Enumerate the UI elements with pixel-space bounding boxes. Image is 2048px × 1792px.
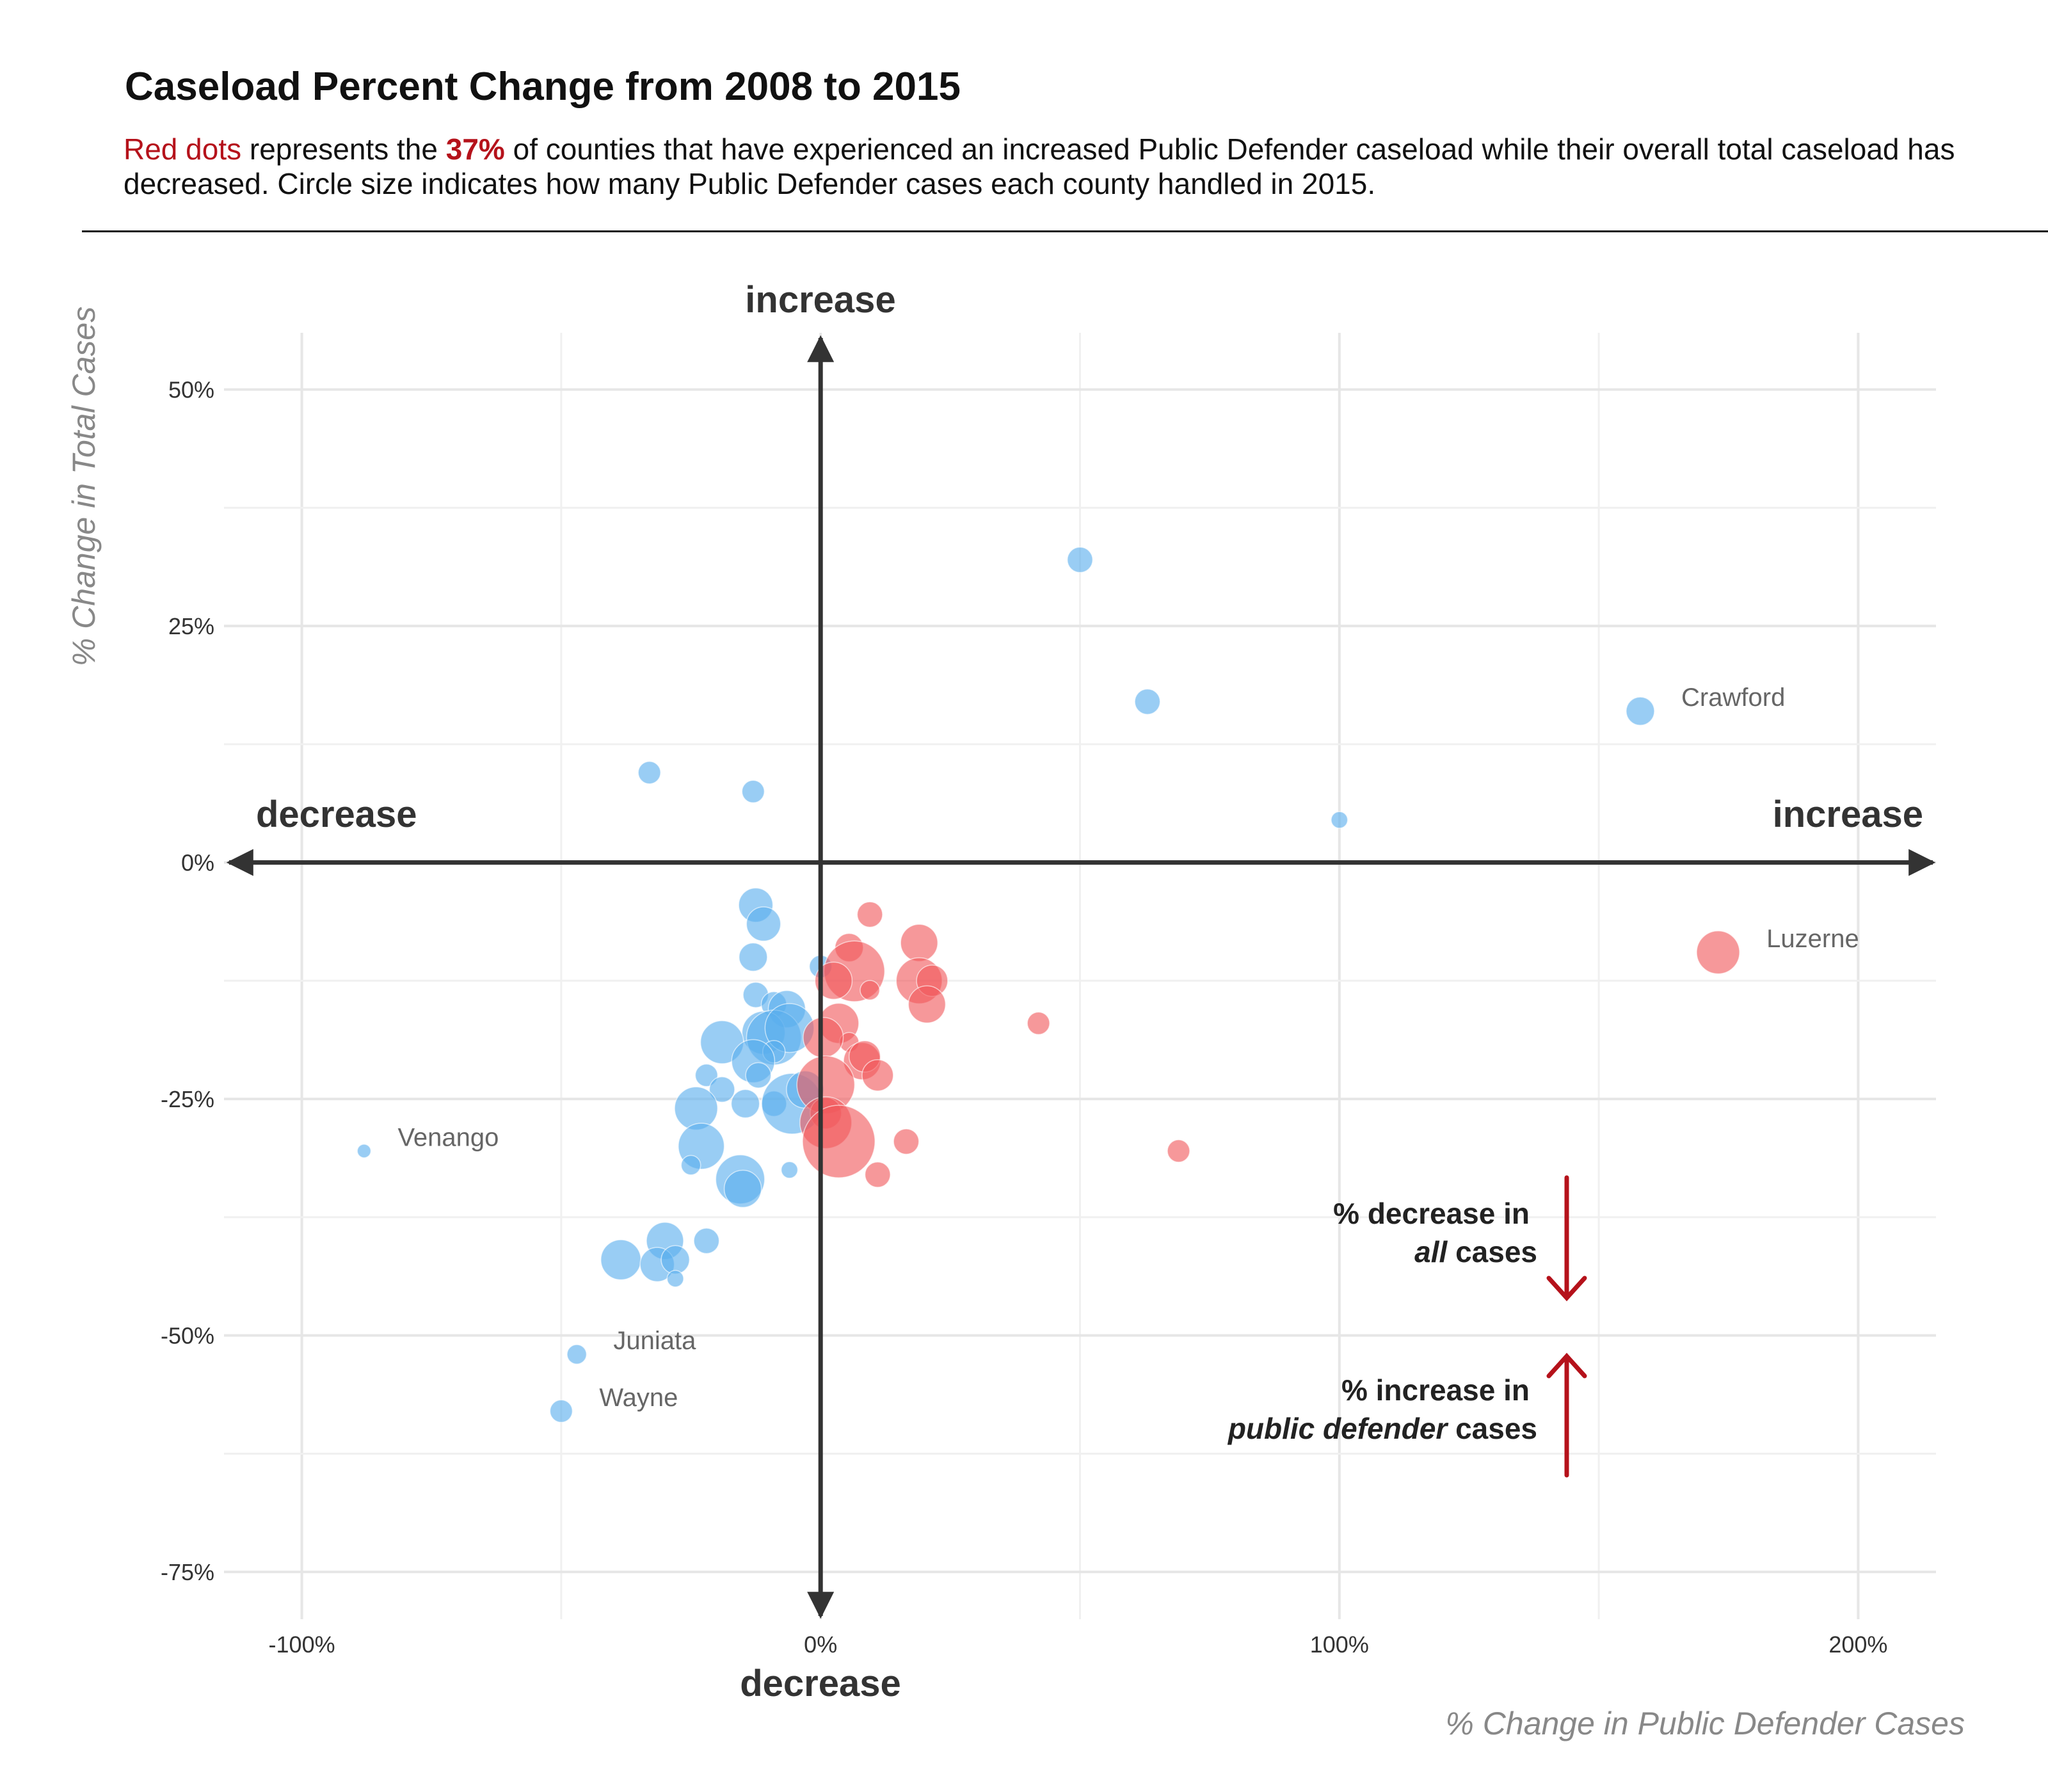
chart-subtitle: Red dots represents the 37% of counties …	[124, 132, 1980, 201]
legend-up-line2: public defender cases	[1227, 1412, 1537, 1445]
legend-up-rest: cases	[1447, 1412, 1537, 1445]
direction-label-bottom: decrease	[740, 1663, 901, 1704]
chart-title: Caseload Percent Change from 2008 to 201…	[125, 65, 961, 109]
data-point	[660, 1245, 691, 1275]
subtitle-text-a: represents the	[241, 132, 446, 166]
subtitle-text-b: of counties that have experienced an inc…	[124, 132, 1955, 200]
data-points: Crawford Luzerne Venango Juniata Wayne	[356, 547, 1859, 1423]
data-point-red	[1167, 1139, 1190, 1163]
data-point	[738, 942, 768, 972]
x-tick-label: 200%	[1828, 1631, 1887, 1658]
legend-up-arrow-icon	[1546, 1352, 1587, 1478]
data-point	[1134, 688, 1161, 715]
direction-label-right: increase	[1773, 794, 1923, 835]
data-point	[745, 1062, 772, 1089]
y-tick-label: 50%	[168, 377, 214, 403]
legend-up-line1: % increase in	[1341, 1373, 1530, 1407]
direction-label-top: increase	[745, 279, 895, 321]
legend-down-arrow-icon	[1546, 1175, 1587, 1302]
legend-down-italic: all	[1414, 1235, 1448, 1268]
data-point-red	[1696, 930, 1740, 975]
data-point	[1066, 547, 1094, 573]
quadrant-arrows	[226, 335, 1936, 1619]
subtitle-red-dots: Red dots	[124, 132, 242, 166]
data-point	[723, 1169, 762, 1208]
data-point-red	[861, 1059, 894, 1092]
county-label: Venango	[397, 1123, 499, 1151]
data-point-red	[908, 985, 947, 1024]
x-tick-label: 0%	[804, 1631, 837, 1658]
title-divider	[82, 230, 2048, 232]
data-point-red	[864, 1161, 891, 1188]
data-point	[708, 1076, 735, 1103]
grid	[224, 333, 1936, 1619]
y-tick-label: 0%	[181, 850, 214, 876]
data-point-red	[856, 901, 883, 928]
county-label: Crawford	[1681, 684, 1785, 712]
data-point	[741, 780, 765, 804]
data-point	[1331, 811, 1348, 829]
data-point-red	[1027, 1011, 1050, 1036]
data-point	[680, 1155, 701, 1176]
legend-down-rest: cases	[1447, 1235, 1537, 1268]
legend: % decrease in all cases % increase in pu…	[1227, 1175, 1587, 1478]
data-point	[1626, 696, 1655, 726]
legend-down-line1: % decrease in	[1333, 1197, 1530, 1230]
x-tick-label: -100%	[269, 1631, 335, 1658]
tick-labels: -100% 0% 100% 200% 50% 25% 0% -25% -50% -75%	[161, 377, 1887, 1658]
legend-down-line2: all cases	[1414, 1235, 1537, 1268]
data-point	[566, 1344, 588, 1365]
direction-label-left: decrease	[256, 794, 417, 835]
data-point-red	[803, 1017, 844, 1059]
legend-up-italic: public defender	[1227, 1412, 1449, 1445]
county-label: Luzerne	[1766, 925, 1859, 953]
subtitle-percent: 37%	[445, 132, 505, 166]
data-point-red	[802, 1105, 876, 1178]
data-point	[356, 1144, 372, 1158]
y-tick-label: -50%	[161, 1323, 214, 1349]
x-tick-label: 100%	[1310, 1631, 1369, 1658]
data-point	[694, 1063, 719, 1087]
data-point	[549, 1399, 573, 1423]
x-axis-title: % Change in Public Defender Cases	[1445, 1706, 1965, 1741]
county-label: Juniata	[613, 1327, 696, 1355]
data-point	[746, 906, 781, 942]
data-point	[693, 1228, 720, 1254]
data-point-red	[860, 980, 881, 1001]
data-point	[637, 760, 661, 785]
data-point	[730, 1089, 760, 1119]
data-point	[600, 1239, 642, 1281]
data-point-red	[900, 924, 938, 963]
y-tick-label: -25%	[161, 1086, 214, 1112]
data-point	[780, 1161, 799, 1179]
y-tick-label: -75%	[161, 1559, 214, 1585]
county-label: Wayne	[599, 1384, 678, 1412]
data-point	[666, 1270, 684, 1288]
y-axis-title: % Change in Total Cases	[66, 307, 102, 666]
y-tick-label: 25%	[168, 613, 214, 639]
data-point-red	[893, 1128, 920, 1155]
